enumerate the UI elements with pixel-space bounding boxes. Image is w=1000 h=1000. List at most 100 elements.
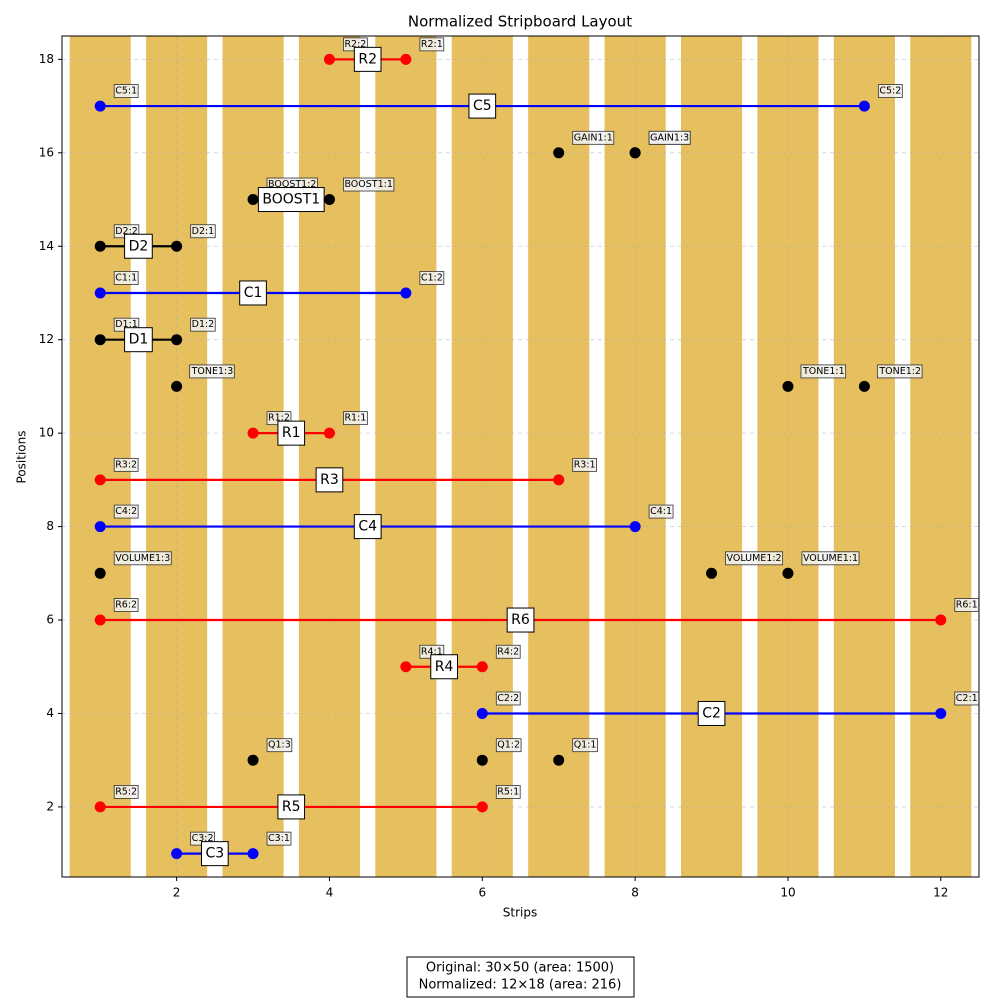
strip [680,36,743,877]
x-tick-label: 4 [326,886,334,900]
component-label-box [124,233,153,259]
pin-label-box [266,738,293,753]
pin-label-box [495,644,521,659]
strip [604,36,666,877]
y-tick-label: 12 [39,332,54,346]
pin-label: R5:2 [115,786,137,797]
y-tick-label: 2 [46,799,54,813]
plot-frame [61,35,980,878]
pin-label: R4:1 [421,646,443,657]
pin-point [935,707,947,719]
component-label-box [124,327,153,353]
pin-point [629,521,641,533]
pin-point [476,707,488,719]
pin-point [171,334,183,346]
pin-point [858,380,870,392]
pin-label: R6:2 [115,600,137,611]
chart-title: Normalized Stripboard Layout [408,13,632,31]
strip [298,36,361,877]
pin-label: VOLUME1:3 [115,553,170,564]
pin-label: D1:1 [115,319,138,330]
pin-label: C5:2 [879,86,901,97]
component-label: R1 [282,425,301,441]
y-tick-label: 14 [39,239,54,253]
component-label: C1 [244,285,263,301]
pin-label-box [572,738,598,753]
pin-point [247,754,259,766]
x-tick-label: 2 [173,886,181,900]
x-tick-label: 12 [933,886,948,900]
pin-label: VOLUME1:2 [727,553,782,564]
y-axis-label: Positions [15,431,29,484]
x-axis-label: Strips [503,906,537,920]
y-tick-label: 10 [39,426,54,440]
strip [69,36,131,877]
pin-label-box [343,177,395,192]
pin-label-box [113,785,139,799]
pin-label-box [495,785,521,799]
component-label: R2 [358,51,377,67]
pin-point [94,240,106,252]
pin-label-box [113,598,139,612]
note-box [406,956,635,998]
pin-label-box [113,504,139,519]
component-label-box [697,700,726,726]
component-label: BOOST1 [262,192,320,208]
component-label: R4 [435,659,454,675]
pin-label-box [648,504,674,519]
pin-label: R4:2 [497,646,519,657]
pin-label-box [954,598,980,612]
component-label-box [239,280,267,306]
pin-label-box [648,130,691,145]
pin-label: C2:1 [956,693,978,704]
component-label-box [353,46,382,72]
pin-label-box [572,130,615,145]
pin-label: GAIN1:3 [650,132,689,143]
component-label: R5 [282,799,301,815]
pin-label: R2:1 [421,39,443,50]
pin-point [94,614,106,626]
strip [757,36,819,877]
pin-label: TONE1:1 [802,366,845,377]
pin-point [782,380,794,392]
pin-point [323,194,335,206]
component-label: R3 [320,472,339,488]
pin-point [171,848,183,860]
pin-label: D1:2 [192,319,215,330]
pin-point [553,474,565,486]
pin-label: R1:1 [344,413,366,424]
pin-point [94,521,106,533]
pin-point [94,100,106,112]
pin-label: Q1:1 [574,740,597,751]
pin-point [476,661,488,673]
strip [528,36,590,877]
pin-label: VOLUME1:1 [803,553,858,564]
pin-label: R5:1 [497,786,519,797]
pin-label: Q1:2 [497,740,520,751]
pin-point [400,287,412,299]
pin-label-box [877,84,903,98]
y-tick-label: 4 [46,706,54,720]
pin-label-box [113,84,139,98]
component-label-box [315,467,344,493]
pin-point [400,53,412,65]
pin-label-box [495,691,521,706]
y-tick-label: 16 [39,145,54,159]
pin-label: R3:1 [574,459,596,470]
component-label-box [353,514,382,540]
pin-label-box [190,224,216,239]
pin-label: C1:1 [115,272,137,283]
pin-point [171,380,183,392]
note: Original: 30×50 (area: 1500) [426,961,614,976]
strip [146,36,208,877]
pin-point [171,240,183,252]
pin-label-box [343,411,368,426]
pin-label-box [113,551,172,566]
pin-label-box [725,551,784,566]
pin-point [94,801,106,813]
pin-point [94,334,106,346]
pin-label-box [419,271,445,285]
pin-label-box [419,37,445,52]
pin-label: R3:2 [115,459,137,470]
pin-label-box [876,364,923,379]
